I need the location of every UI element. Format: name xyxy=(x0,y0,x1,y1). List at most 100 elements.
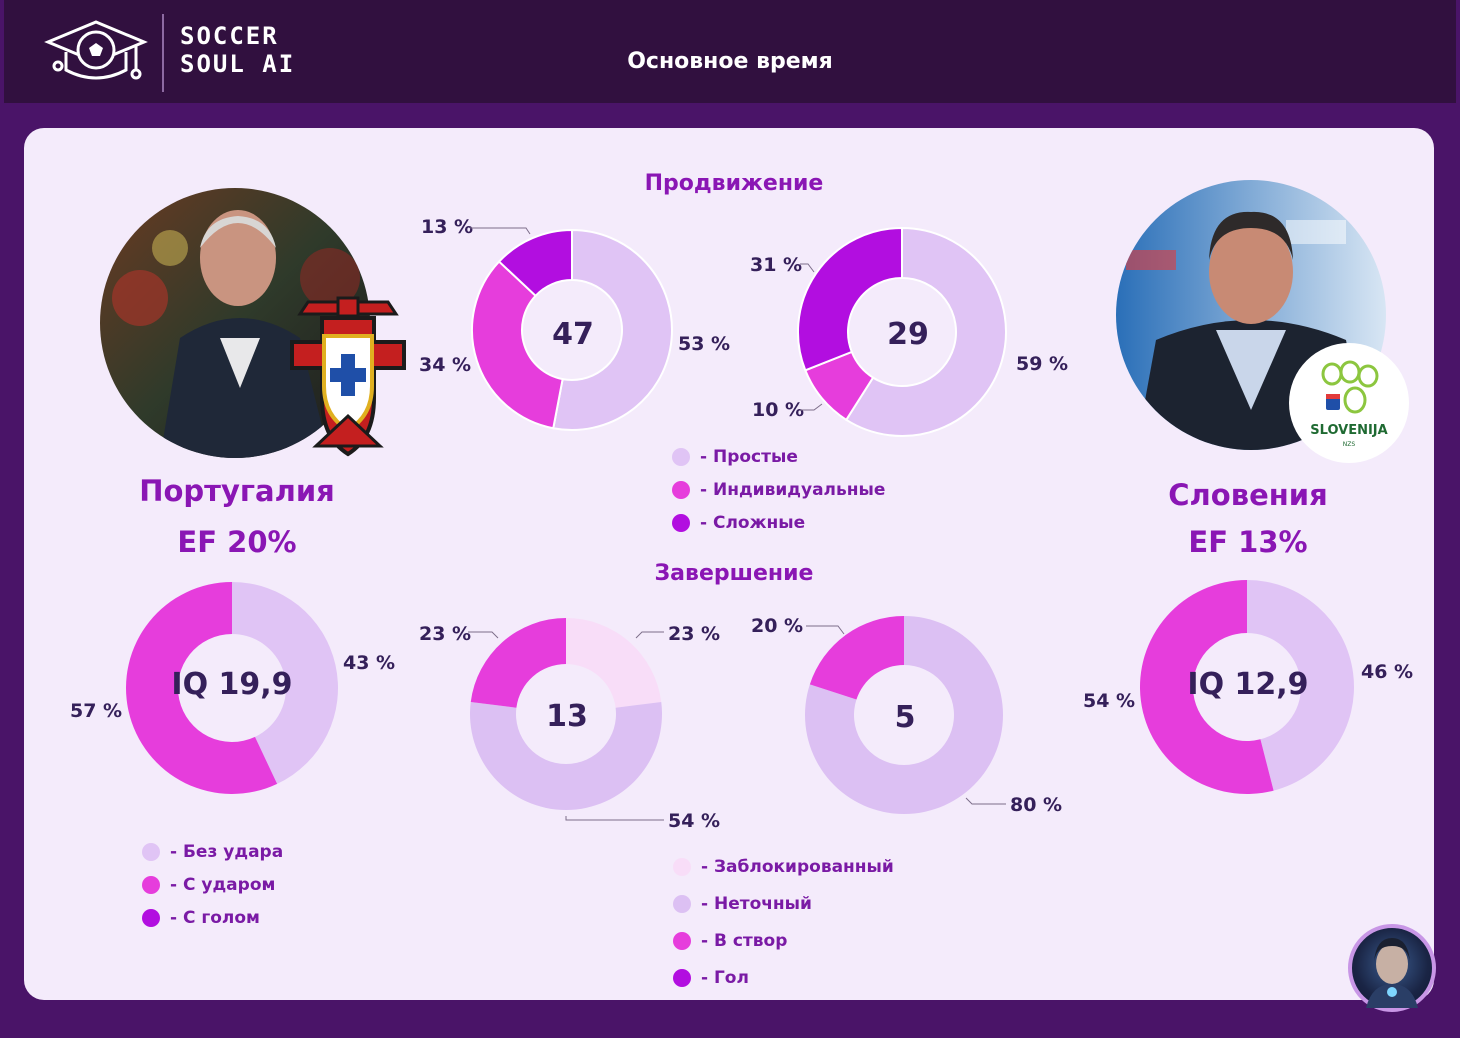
brand-line-2: SOUL AI xyxy=(180,50,296,78)
slovenia-logo-text: SLOVENIJA xyxy=(1310,423,1387,438)
finishing-portugal-slice-3 xyxy=(470,618,566,708)
legend-label-inaccurate: - Неточный xyxy=(701,893,812,914)
legend-shots: - Без удара - С ударом - С голом xyxy=(142,835,283,934)
team-name-portugal: Португалия xyxy=(139,474,335,508)
team-name-slovenia: Словения xyxy=(1168,478,1328,512)
legend-progression: - Простые - Индивидуальные - Сложные xyxy=(672,440,885,539)
label-with-shot-portugal: 57 % xyxy=(70,700,123,722)
label-no-shot-slovenia: 46 % xyxy=(1361,661,1414,683)
logo-divider xyxy=(162,14,164,92)
leader-line xyxy=(565,816,664,821)
legend-item-with-goal: - С голом xyxy=(142,901,283,934)
label-individual-slovenia: 10 % xyxy=(752,399,805,421)
brand-line-1: SOCCER xyxy=(180,22,279,50)
legend-item-goal: - Гол xyxy=(673,959,894,996)
finishing-slovenia-slice-1 xyxy=(805,616,1003,814)
donut-progression-slovenia xyxy=(797,226,1007,437)
legend-item-on-target: - В створ xyxy=(673,922,894,959)
section-title-progression: Продвижение xyxy=(644,171,824,196)
label-complex-slovenia: 31 % xyxy=(750,254,803,276)
team-ef-slovenia: EF 13% xyxy=(1188,525,1308,559)
label-with-shot-slovenia: 54 % xyxy=(1083,690,1136,712)
soccer-ball-cap-icon xyxy=(44,20,148,80)
legend-label-with-goal: - С голом xyxy=(170,907,260,928)
finishing-portugal-slice-1 xyxy=(566,618,662,708)
label-no-shot-portugal: 43 % xyxy=(343,652,396,674)
portugal-fpf-crest xyxy=(290,296,406,457)
label-inaccurate-slovenia: 80 % xyxy=(1010,794,1063,816)
legend-dot-simple xyxy=(672,447,690,466)
legend-item-complex: - Сложные xyxy=(672,506,885,539)
finishing-portugal-slice-2 xyxy=(470,701,662,810)
legend-dot-no-shot xyxy=(142,842,160,861)
legend-item-no-shot: - Без удара xyxy=(142,835,283,868)
legend-item-individual: - Индивидуальные xyxy=(672,473,885,506)
label-individual-portugal: 34 % xyxy=(419,354,472,376)
leader-line xyxy=(470,227,531,235)
donut-finishing-portugal xyxy=(470,618,662,810)
leader-line xyxy=(800,403,823,411)
progression-slovenia-slice-1 xyxy=(844,226,1007,437)
label-complex-portugal: 13 % xyxy=(421,216,474,238)
finishing-slovenia-slice-2 xyxy=(809,616,904,700)
progression-portugal-slice-1 xyxy=(552,228,673,431)
label-on-target-portugal: 23 % xyxy=(419,623,472,645)
legend-dot-blocked xyxy=(673,857,691,876)
slovenia-nzs-logo: SLOVENIJA NZS xyxy=(1289,343,1409,463)
header-bar: SOCCER SOUL AI xyxy=(4,0,1456,103)
legend-dot-complex xyxy=(672,513,690,532)
label-inaccurate-portugal: 54 % xyxy=(668,810,721,832)
legend-item-blocked: - Заблокированный xyxy=(673,848,894,885)
legend-label-with-shot: - С ударом xyxy=(170,874,276,895)
team-ef-portugal: EF 20% xyxy=(177,525,297,559)
leader-line xyxy=(635,631,664,639)
shots-slovenia-slice-2 xyxy=(1140,580,1274,794)
center-value-finishing-slovenia: 5 xyxy=(894,700,916,735)
center-value-shots-slovenia: IQ 12,9 xyxy=(1187,667,1309,702)
donut-shots-portugal xyxy=(126,582,338,794)
legend-label-blocked: - Заблокированный xyxy=(701,856,894,877)
label-simple-portugal: 53 % xyxy=(678,333,731,355)
legend-item-inaccurate: - Неточный xyxy=(673,885,894,922)
section-title-finishing: Завершение xyxy=(654,561,814,586)
page-title: Основное время xyxy=(627,49,833,74)
label-on-target-slovenia: 20 % xyxy=(751,615,804,637)
legend-finishing: - Заблокированный - Неточный - В створ -… xyxy=(673,848,894,996)
coach-slovenia-photo xyxy=(1116,180,1386,450)
brand-logo: SOCCER SOUL AI xyxy=(180,22,295,78)
legend-dot-individual xyxy=(672,480,690,499)
leader-line xyxy=(468,631,499,639)
legend-label-simple: - Простые xyxy=(700,446,798,467)
donut-shots-slovenia xyxy=(1140,580,1354,794)
label-blocked-portugal: 23 % xyxy=(668,623,721,645)
legend-dot-with-goal xyxy=(142,908,160,927)
progression-portugal-slice-2 xyxy=(471,260,564,430)
assistant-avatar[interactable] xyxy=(1348,924,1436,1012)
leader-line xyxy=(965,797,1006,805)
legend-item-simple: - Простые xyxy=(672,440,885,473)
slovenia-logo-subtext: NZS xyxy=(1343,441,1356,448)
avatar-figure-icon xyxy=(1366,938,1418,1008)
legend-label-no-shot: - Без удара xyxy=(170,841,284,862)
label-simple-slovenia: 59 % xyxy=(1016,353,1069,375)
legend-dot-inaccurate xyxy=(673,894,691,913)
progression-portugal-slice-3 xyxy=(497,228,573,298)
legend-dot-on-target xyxy=(673,931,691,950)
center-value-finishing-portugal: 13 xyxy=(546,699,588,734)
leader-line xyxy=(800,263,815,273)
shots-portugal-slice-1 xyxy=(232,582,338,784)
legend-label-complex: - Сложные xyxy=(700,512,806,533)
leader-line xyxy=(806,625,845,635)
legend-label-individual: - Индивидуальные xyxy=(700,479,886,500)
legend-item-with-shot: - С ударом xyxy=(142,868,283,901)
center-value-shots-portugal: IQ 19,9 xyxy=(171,667,293,702)
shots-portugal-slice-2 xyxy=(126,582,278,794)
donut-progression-portugal xyxy=(471,228,673,431)
legend-dot-with-shot xyxy=(142,875,160,894)
center-value-progression-portugal: 47 xyxy=(552,317,594,352)
donut-finishing-slovenia xyxy=(805,616,1003,814)
legend-dot-goal xyxy=(673,968,691,987)
legend-label-on-target: - В створ xyxy=(701,930,788,951)
progression-slovenia-slice-3 xyxy=(797,226,903,372)
center-value-progression-slovenia: 29 xyxy=(887,317,929,352)
